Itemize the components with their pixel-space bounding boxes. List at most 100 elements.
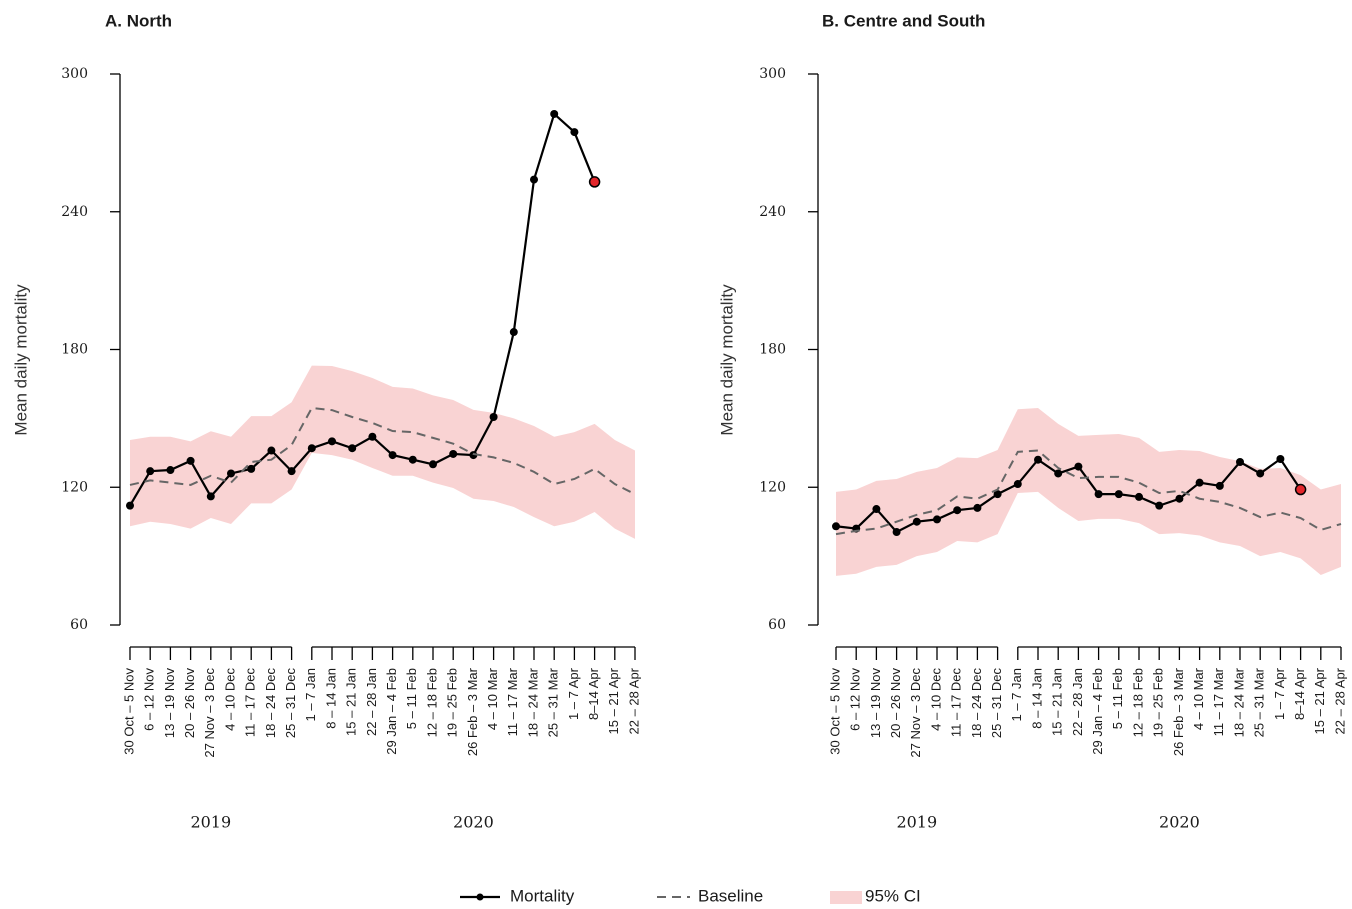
mortality-point xyxy=(429,460,437,469)
mortality-point xyxy=(1155,501,1164,510)
mortality-point xyxy=(1175,494,1184,503)
legend-swatch xyxy=(476,893,484,901)
x-tick-label: 8 – 14 Jan xyxy=(1029,668,1044,729)
mortality-point xyxy=(247,464,256,473)
x-tick-label: 15 – 21 Apr xyxy=(606,667,621,734)
y-tick-label: 240 xyxy=(759,204,786,220)
mortality-point xyxy=(166,466,175,475)
mortality-point xyxy=(328,437,336,446)
mortality-point xyxy=(588,176,601,188)
mortality-point xyxy=(1195,478,1204,487)
mortality-point xyxy=(1114,490,1123,499)
mortality-point xyxy=(1074,462,1083,471)
panel: A. North Mean daily mortality 60 120 180 240 3… xyxy=(11,11,641,831)
mortality-point xyxy=(973,503,982,512)
mortality-point xyxy=(287,467,296,476)
mortality-point xyxy=(1276,455,1285,464)
y-tick-label: 120 xyxy=(759,479,786,495)
y-tick-label: 300 xyxy=(61,66,88,82)
x-tick-label: 22 – 28 Jan xyxy=(1070,668,1085,736)
mortality-point xyxy=(953,506,962,515)
x-tick-label: 18 – 24 Dec xyxy=(263,668,278,739)
y-tick-label: 120 xyxy=(61,479,88,495)
mortality-point xyxy=(872,505,881,514)
x-tick-label: 4 – 10 Mar xyxy=(1191,667,1206,730)
mortality-point xyxy=(570,128,579,137)
mortality-point xyxy=(1135,492,1143,501)
mortality-point xyxy=(550,109,559,118)
y-tick-label: 300 xyxy=(759,66,786,82)
panel: B. Centre and South Mean daily mortality 6… xyxy=(717,11,1347,831)
mortality-point xyxy=(206,492,215,501)
x-tick-label: 20 – 26 Nov xyxy=(888,668,903,739)
mortality-point xyxy=(1256,469,1265,478)
baseline-line xyxy=(129,406,636,496)
x-tick-label: 11 – 17 Dec xyxy=(243,668,258,738)
x-tick-label: 26 Feb – 3 Mar xyxy=(465,667,480,756)
x-tick-label: 18 – 24 Mar xyxy=(525,667,540,737)
y-tick-label: 240 xyxy=(61,204,88,220)
mortality-line xyxy=(129,111,596,507)
x-tick-label: 25 – 31 Mar xyxy=(546,667,561,737)
x-tick-label: 25 – 31 Dec xyxy=(283,668,298,739)
x-tick-label: 8 – 14 Jan xyxy=(323,668,338,729)
mortality-point xyxy=(912,517,921,526)
x-tick-label: 22 – 28 Apr xyxy=(626,667,641,734)
x-tick-label: 13 – 19 Nov xyxy=(162,668,177,739)
baseline-line xyxy=(835,449,1342,536)
y-tick-label: 60 xyxy=(768,617,786,633)
y-axis-label: Mean daily mortality xyxy=(717,284,736,436)
x-tick-label: 1 – 7 Apr xyxy=(1272,667,1287,720)
mortality-point xyxy=(489,412,498,421)
mortality-point xyxy=(267,446,276,455)
x-tick-label: 1 – 7 Jan xyxy=(1009,668,1024,722)
mortality-point xyxy=(186,456,195,465)
mortality-point xyxy=(469,451,478,460)
x-tick-label: 25 – 31 Mar xyxy=(1252,667,1267,737)
x-tick-label: 30 Oct – 5 Nov xyxy=(827,668,842,755)
year-label: 2020 xyxy=(1159,813,1200,832)
mortality-point xyxy=(368,432,377,441)
x-tick-label: 27 Nov – 3 Dec xyxy=(908,668,923,758)
x-tick-label: 30 Oct – 5 Nov xyxy=(121,668,136,755)
mortality-point xyxy=(530,175,538,184)
ci-band xyxy=(130,365,635,539)
mortality-point xyxy=(348,444,357,453)
mortality-point xyxy=(1215,481,1224,490)
x-tick-label: 12 – 18 Feb xyxy=(1130,668,1145,737)
x-tick-label: 12 – 18 Feb xyxy=(424,668,439,737)
x-tick-label: 4 – 10 Dec xyxy=(928,668,943,731)
x-tick-label: 8–14 Apr xyxy=(1292,667,1307,720)
x-tick-label: 4 – 10 Dec xyxy=(222,668,237,731)
x-tick-label: 26 Feb – 3 Mar xyxy=(1171,667,1186,756)
mortality-point xyxy=(408,455,417,464)
x-tick-label: 4 – 10 Mar xyxy=(485,667,500,730)
mortality-point xyxy=(892,528,901,537)
x-tick-label: 11 – 17 Dec xyxy=(949,668,964,738)
mortality-point xyxy=(227,469,235,478)
x-tick-label: 15 – 21 Apr xyxy=(1312,667,1327,734)
x-tick-label: 15 – 21 Jan xyxy=(344,668,359,736)
panel-title: A. North xyxy=(105,11,172,30)
x-tick-label: 13 – 19 Nov xyxy=(868,668,883,739)
y-axis-label: Mean daily mortality xyxy=(11,284,30,436)
year-label: 2020 xyxy=(453,813,494,832)
mortality-point xyxy=(307,444,316,453)
y-tick-label: 180 xyxy=(759,342,786,358)
mortality-point xyxy=(933,515,941,524)
mortality-point xyxy=(993,490,1002,499)
mortality-point xyxy=(388,451,397,460)
mortality-point xyxy=(1236,457,1244,466)
x-tick-label: 18 – 24 Mar xyxy=(1231,667,1246,737)
x-tick-label: 1 – 7 Jan xyxy=(303,668,318,722)
x-tick-label: 11 – 17 Mar xyxy=(1211,667,1226,736)
x-tick-label: 18 – 24 Dec xyxy=(969,668,984,739)
mortality-point xyxy=(1013,480,1022,489)
mortality-point xyxy=(832,522,840,531)
x-tick-label: 6 – 12 Nov xyxy=(142,668,157,731)
y-tick-label: 60 xyxy=(70,617,88,633)
legend-label: 95% CI xyxy=(865,886,921,905)
mortality-point xyxy=(1054,469,1063,478)
x-tick-label: 20 – 26 Nov xyxy=(182,668,197,739)
x-tick-label: 22 – 28 Jan xyxy=(364,668,379,736)
